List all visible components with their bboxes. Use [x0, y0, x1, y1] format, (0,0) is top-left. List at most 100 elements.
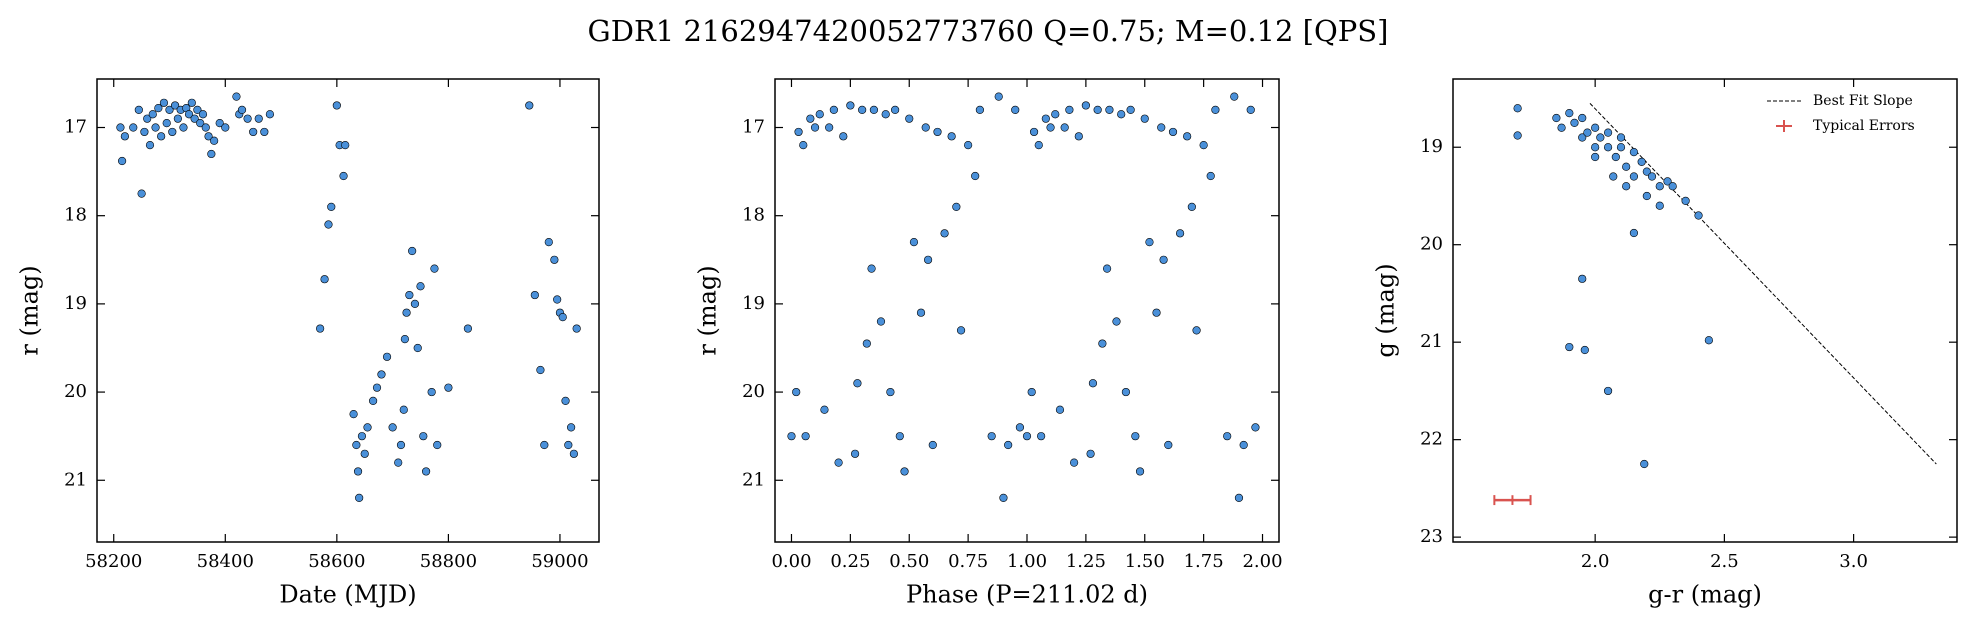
point — [1583, 128, 1592, 137]
point — [129, 123, 138, 132]
point — [1192, 326, 1201, 335]
point — [187, 98, 196, 107]
point — [400, 335, 409, 344]
point — [388, 423, 397, 432]
point — [1126, 105, 1135, 114]
point — [544, 238, 553, 247]
point — [1211, 105, 1220, 114]
point — [349, 410, 358, 419]
point — [260, 127, 269, 137]
point — [1175, 229, 1185, 238]
point — [154, 104, 163, 113]
point — [184, 110, 194, 119]
point — [1223, 432, 1232, 441]
point — [1168, 127, 1178, 137]
point — [1640, 459, 1649, 469]
point — [254, 114, 263, 123]
point — [1629, 148, 1639, 157]
point — [853, 379, 862, 388]
point — [352, 440, 361, 450]
point — [221, 123, 230, 132]
point — [810, 123, 820, 132]
x-tick-label: 0.25 — [830, 551, 870, 572]
point — [999, 493, 1008, 503]
x-tick-label: 1.50 — [1125, 551, 1165, 572]
point — [204, 132, 213, 141]
point — [1070, 458, 1079, 467]
x-tick-label: 0.50 — [889, 551, 929, 572]
point — [1565, 109, 1574, 118]
point — [787, 432, 796, 441]
point — [1603, 386, 1613, 396]
point — [1112, 317, 1121, 326]
point — [1206, 171, 1215, 181]
point — [964, 141, 973, 150]
x-tick-label: 58400 — [197, 551, 254, 572]
point — [215, 118, 224, 128]
point — [410, 299, 420, 308]
point — [405, 290, 414, 300]
point — [834, 458, 843, 467]
point — [1145, 238, 1154, 247]
point — [145, 141, 155, 150]
point — [198, 110, 208, 119]
point — [550, 255, 559, 264]
point — [1081, 101, 1090, 110]
x-tick-label: 2.00 — [1242, 551, 1282, 572]
point — [1694, 211, 1703, 220]
point — [419, 432, 428, 441]
point — [463, 324, 473, 333]
point — [947, 132, 956, 141]
point — [1611, 152, 1620, 162]
point — [553, 295, 562, 304]
point — [858, 105, 867, 114]
point — [1086, 449, 1095, 458]
point — [399, 405, 408, 414]
point — [1004, 440, 1013, 450]
point — [232, 92, 241, 101]
point — [433, 440, 442, 450]
point — [165, 105, 174, 114]
point — [564, 440, 573, 450]
point — [372, 383, 382, 392]
y-tick-label: 18 — [742, 205, 765, 226]
point — [1603, 143, 1613, 152]
point — [909, 238, 919, 247]
y-tick-label: 19 — [742, 293, 765, 314]
point — [1629, 172, 1639, 181]
point — [1578, 274, 1587, 283]
point — [1121, 387, 1131, 397]
point — [170, 101, 180, 110]
point — [201, 123, 210, 132]
point — [975, 105, 984, 114]
point — [881, 110, 890, 119]
point — [1622, 162, 1631, 171]
point — [1663, 177, 1672, 186]
point — [1065, 105, 1074, 114]
x-tick-label: 2.0 — [1581, 551, 1610, 572]
y-tick-label: 20 — [64, 381, 87, 402]
x-tick-label: 2.5 — [1710, 551, 1739, 572]
point — [1616, 143, 1626, 152]
point — [408, 246, 417, 256]
point — [1655, 201, 1664, 210]
point — [1552, 113, 1561, 123]
point — [210, 136, 219, 145]
point — [1135, 467, 1145, 476]
point — [341, 141, 350, 150]
point — [867, 264, 876, 273]
point — [237, 105, 247, 114]
point — [193, 105, 202, 114]
point — [137, 189, 146, 198]
y-tick-label: 20 — [742, 381, 765, 402]
point — [1230, 92, 1239, 101]
point — [396, 440, 406, 450]
point — [1037, 432, 1046, 441]
x-axis-label: g-r (mag) — [1648, 581, 1762, 609]
point — [249, 127, 258, 137]
point — [1622, 182, 1631, 191]
point — [339, 171, 348, 181]
point — [430, 264, 439, 273]
point — [820, 405, 829, 414]
x-tick-label: 58600 — [308, 551, 365, 572]
